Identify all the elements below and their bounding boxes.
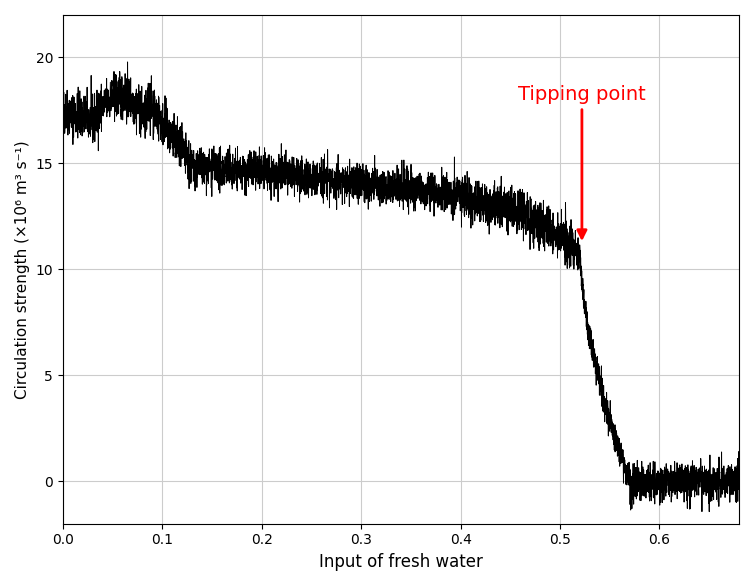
X-axis label: Input of fresh water: Input of fresh water	[319, 553, 483, 571]
Text: Tipping point: Tipping point	[518, 85, 645, 238]
Y-axis label: Circulation strength (×10⁶ m³ s⁻¹): Circulation strength (×10⁶ m³ s⁻¹)	[15, 140, 30, 398]
